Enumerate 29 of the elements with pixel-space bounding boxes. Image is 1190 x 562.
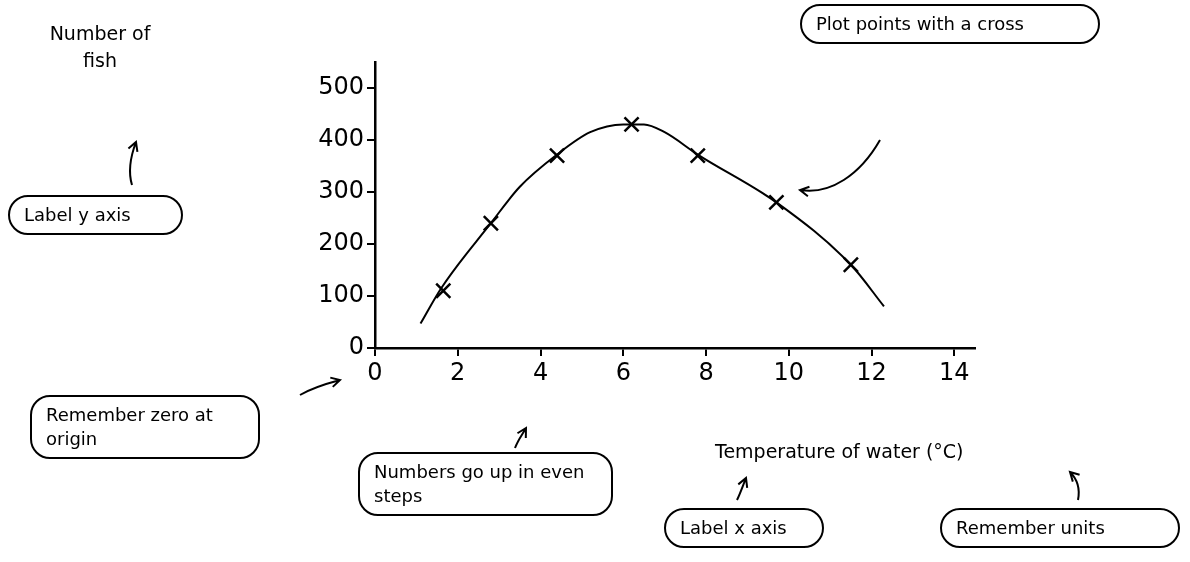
y-tick-label: 500: [318, 72, 364, 101]
x-tick-label: 8: [698, 357, 714, 386]
y-tick-label: 400: [318, 124, 364, 153]
y-tick-label: 200: [318, 228, 364, 257]
text: Numbers go up in even steps: [358, 452, 613, 516]
point: [434, 282, 452, 300]
point: [689, 147, 707, 164]
x-axis-title: Temperature of water (°C): [715, 440, 964, 462]
point: [548, 147, 566, 164]
y-tick-label: 100: [318, 280, 364, 309]
text: Number of fish: [48, 21, 152, 73]
point: [768, 194, 785, 211]
text: Plot points with a cross: [800, 4, 1100, 44]
text: Label x axis: [664, 508, 824, 548]
x-tick-label: 4: [532, 357, 549, 386]
y-tick-label: 300: [318, 176, 364, 205]
text: Remember units: [940, 508, 1180, 548]
point: [482, 214, 500, 232]
x-tick-label: 12: [856, 357, 887, 386]
point: [842, 256, 860, 274]
text: Remember zero at origin: [30, 395, 260, 459]
x-tick-label: 2: [450, 357, 466, 386]
x-tick-label: 0: [367, 357, 383, 386]
text: Label y axis: [8, 195, 183, 235]
x-tick-label: 14: [939, 357, 970, 386]
point: [623, 116, 640, 133]
y-tick-label: 0: [348, 332, 364, 361]
x-tick-label: 10: [773, 357, 805, 386]
x-tick-label: 6: [615, 357, 631, 386]
